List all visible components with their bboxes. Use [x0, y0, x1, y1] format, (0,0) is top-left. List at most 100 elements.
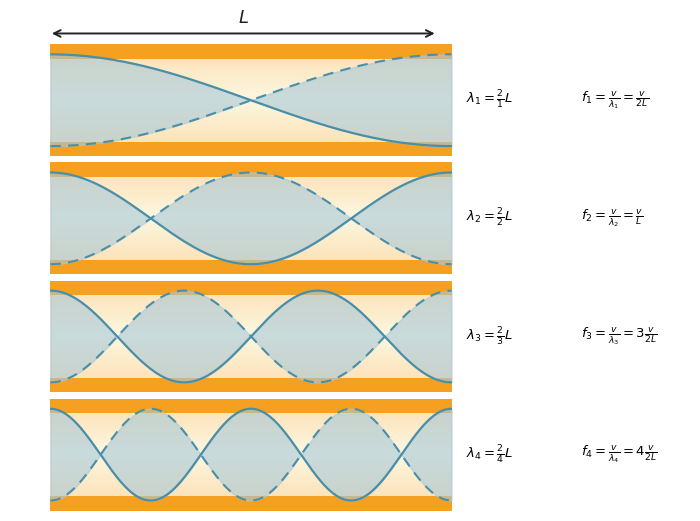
Bar — [50, 314, 452, 316]
Bar — [50, 59, 452, 61]
Bar — [50, 345, 452, 347]
Bar — [50, 63, 452, 65]
Bar — [50, 235, 452, 237]
Bar — [50, 322, 452, 324]
Bar — [50, 339, 452, 341]
Bar — [50, 216, 452, 218]
Bar — [50, 305, 452, 307]
Bar — [50, 85, 452, 88]
Bar — [50, 458, 452, 461]
Bar — [50, 461, 452, 463]
Bar — [50, 90, 452, 92]
Bar — [50, 247, 452, 250]
Bar — [50, 222, 452, 225]
Bar — [50, 444, 452, 446]
Bar — [50, 125, 452, 127]
Bar — [50, 123, 452, 125]
Bar — [50, 432, 452, 434]
Bar — [50, 241, 452, 243]
Bar — [50, 316, 452, 318]
Bar — [50, 328, 452, 330]
Bar — [50, 195, 452, 197]
Bar — [50, 471, 452, 473]
Bar — [50, 83, 452, 86]
Bar — [50, 65, 452, 67]
Bar — [50, 351, 452, 353]
Bar — [50, 100, 452, 102]
Bar — [50, 488, 452, 490]
Bar — [50, 115, 452, 117]
Bar — [50, 376, 452, 378]
Bar — [50, 434, 452, 436]
Bar — [50, 225, 452, 227]
Bar — [50, 183, 452, 185]
Bar — [41, 177, 50, 260]
Bar — [50, 357, 452, 359]
Bar — [50, 355, 452, 357]
Text: $f_1 = \frac{v}{\lambda_1} = \frac{v}{2L}$: $f_1 = \frac{v}{\lambda_1} = \frac{v}{2L… — [581, 90, 649, 111]
Bar — [50, 428, 452, 430]
Text: $f_3 = \frac{v}{\lambda_3} = 3\frac{v}{2L}$: $f_3 = \frac{v}{\lambda_3} = 3\frac{v}{2… — [581, 326, 657, 348]
Bar — [50, 455, 452, 457]
Bar — [50, 363, 452, 365]
Bar — [50, 204, 452, 206]
Bar — [50, 245, 452, 247]
Bar — [50, 104, 452, 106]
Bar — [50, 233, 452, 235]
Bar — [50, 229, 452, 231]
Bar — [50, 430, 452, 432]
Bar — [50, 449, 452, 451]
Bar — [50, 371, 452, 374]
Bar — [32, 399, 50, 511]
Bar — [50, 451, 452, 453]
Bar — [50, 78, 452, 80]
Bar — [50, 442, 452, 444]
Bar — [50, 426, 452, 428]
Bar — [50, 415, 452, 417]
Bar — [50, 179, 452, 181]
Bar — [50, 436, 452, 438]
Bar — [50, 295, 452, 297]
Bar — [50, 94, 452, 96]
Bar — [50, 71, 452, 73]
Bar — [50, 307, 452, 309]
Bar — [50, 494, 452, 496]
Bar — [50, 365, 452, 367]
Bar — [50, 181, 452, 183]
Bar — [50, 239, 452, 241]
Bar — [50, 475, 452, 477]
Bar — [50, 197, 452, 200]
Bar — [50, 254, 452, 256]
Bar — [50, 252, 452, 254]
Bar — [50, 421, 452, 424]
Bar — [50, 110, 452, 113]
Bar — [50, 76, 452, 78]
Bar — [50, 483, 452, 486]
Bar — [50, 465, 452, 467]
Bar — [50, 367, 452, 369]
Bar — [50, 243, 452, 245]
Bar — [50, 332, 452, 334]
Bar — [50, 326, 452, 328]
Bar — [50, 250, 452, 252]
Bar — [32, 280, 50, 392]
Bar — [50, 191, 452, 193]
Bar — [50, 337, 452, 339]
Bar — [50, 440, 452, 442]
Bar — [50, 479, 452, 481]
Bar — [50, 210, 452, 212]
Bar — [50, 96, 452, 98]
Bar — [50, 324, 452, 326]
Bar — [50, 73, 452, 76]
Bar — [50, 106, 452, 108]
Bar — [50, 473, 452, 475]
Text: $f_4 = \frac{v}{\lambda_4} = 4\frac{v}{2L}$: $f_4 = \frac{v}{\lambda_4} = 4\frac{v}{2… — [581, 444, 657, 465]
Bar — [50, 185, 452, 188]
Bar — [50, 374, 452, 376]
Text: $\lambda_3 = \frac{2}{3}L$: $\lambda_3 = \frac{2}{3}L$ — [466, 326, 512, 348]
Bar — [50, 424, 452, 426]
Bar — [50, 343, 452, 345]
Bar — [50, 413, 452, 415]
Bar — [50, 417, 452, 419]
Bar — [50, 486, 452, 488]
